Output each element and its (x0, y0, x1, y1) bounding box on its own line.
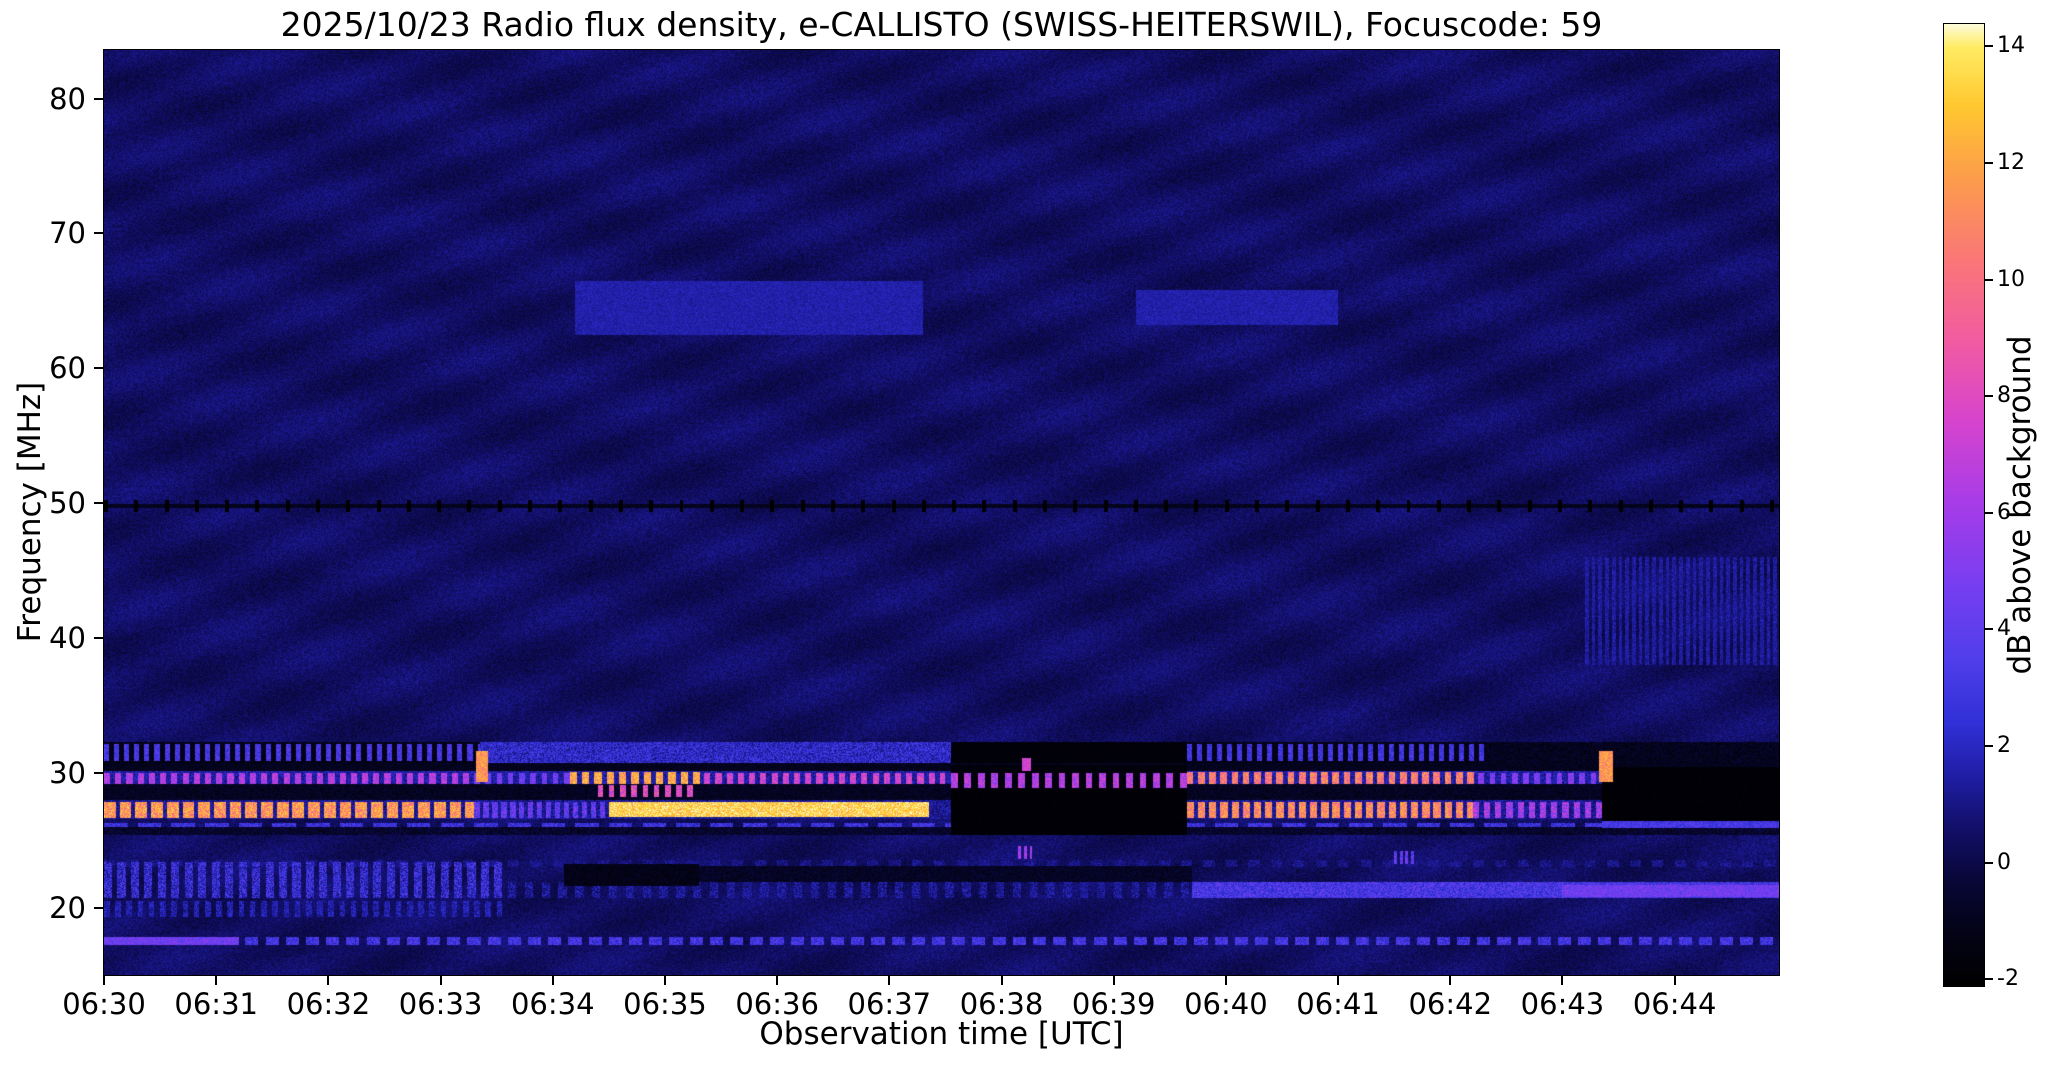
x-tick-mark (551, 976, 554, 985)
y-tick-mark (94, 636, 103, 639)
colorbar-tick-label: -2 (1997, 966, 2019, 992)
x-tick-label: 06:31 (174, 987, 258, 1021)
colorbar-tick-mark (1985, 511, 1993, 514)
x-tick-mark (103, 976, 105, 985)
colorbar-tick-mark (1985, 278, 1993, 281)
x-tick-mark (1112, 976, 1115, 985)
colorbar-tick-mark (1985, 395, 1993, 398)
x-tick-label: 06:32 (286, 987, 371, 1021)
y-tick-label: 70 (49, 216, 86, 251)
x-tick-mark (888, 976, 891, 985)
y-tick-mark (94, 97, 103, 100)
x-tick-mark (327, 976, 330, 985)
x-tick-label: 06:33 (398, 987, 483, 1021)
x-tick-label: 06:34 (510, 987, 595, 1021)
colorbar (1943, 23, 1985, 987)
y-tick-label: 20 (49, 890, 86, 925)
x-tick-label: 06:37 (847, 987, 932, 1021)
x-tick-label: 06:39 (1071, 987, 1156, 1021)
y-tick-label: 60 (49, 351, 86, 386)
colorbar-tick-mark (1985, 861, 1993, 864)
colorbar-tick-label: 0 (1997, 849, 2011, 875)
colorbar-tick-mark (1985, 978, 1993, 981)
x-tick-label: 06:41 (1296, 987, 1380, 1021)
x-tick-mark (1449, 976, 1452, 985)
spectrogram-plot (103, 49, 1780, 976)
colorbar-tick-label: 2 (1997, 732, 2011, 758)
x-tick-mark (776, 976, 779, 985)
colorbar-tick-label: 4 (1997, 616, 2011, 642)
x-axis-label: Observation time [UTC] (759, 1016, 1124, 1052)
y-tick-mark (94, 502, 103, 505)
x-tick-label: 06:43 (1520, 987, 1605, 1021)
x-tick-mark (215, 976, 218, 985)
x-tick-label: 06:42 (1408, 987, 1493, 1021)
x-tick-mark (663, 976, 666, 985)
x-tick-mark (1000, 976, 1003, 985)
y-tick-mark (94, 232, 103, 235)
y-tick-mark (94, 906, 103, 909)
colorbar-gradient-canvas (1944, 24, 1984, 986)
x-tick-mark (1337, 976, 1340, 985)
colorbar-tick-label: 12 (1997, 149, 2025, 175)
x-tick-label: 06:35 (623, 987, 707, 1021)
x-tick-label: 06:44 (1632, 987, 1717, 1021)
x-tick-mark (1561, 976, 1564, 985)
x-tick-mark (1224, 976, 1227, 985)
y-tick-label: 50 (49, 486, 86, 521)
x-tick-label: 06:38 (959, 987, 1044, 1021)
colorbar-tick-label: 10 (1997, 266, 2025, 292)
colorbar-tick-mark (1985, 45, 1993, 48)
y-tick-label: 30 (49, 755, 86, 790)
y-tick-mark (94, 771, 103, 774)
colorbar-tick-mark (1985, 161, 1993, 164)
x-tick-label: 06:36 (735, 987, 819, 1021)
spectrogram-canvas (104, 50, 1779, 975)
colorbar-tick-mark (1985, 628, 1993, 631)
colorbar-tick-label: 14 (1997, 33, 2025, 59)
colorbar-tick-label: 6 (1997, 499, 2011, 525)
x-tick-label: 06:40 (1184, 987, 1268, 1021)
x-tick-label: 06:30 (62, 987, 146, 1021)
y-tick-mark (94, 367, 103, 370)
colorbar-tick-mark (1985, 744, 1993, 747)
x-tick-mark (1673, 976, 1676, 985)
y-tick-label: 40 (49, 620, 86, 655)
chart-title: 2025/10/23 Radio flux density, e-CALLIST… (280, 5, 1603, 44)
y-tick-label: 80 (49, 81, 86, 116)
x-tick-mark (439, 976, 442, 985)
colorbar-tick-label: 8 (1997, 383, 2011, 409)
